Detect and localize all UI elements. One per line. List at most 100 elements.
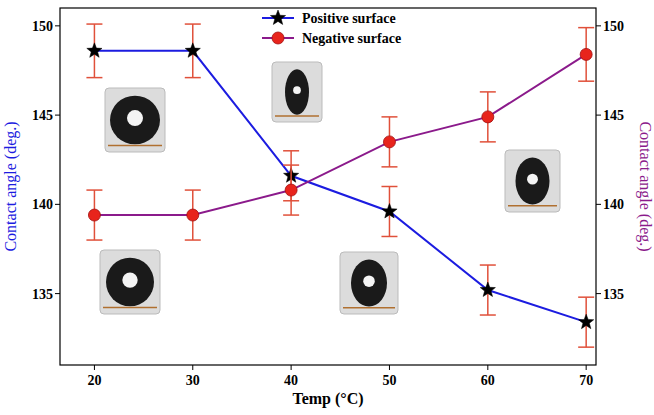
droplet-inset bbox=[105, 88, 165, 152]
droplet-inset bbox=[505, 150, 560, 212]
data-point bbox=[482, 111, 494, 123]
error-bar bbox=[578, 28, 594, 82]
error-cap bbox=[381, 116, 397, 118]
inset-bg bbox=[272, 62, 322, 122]
error-cap bbox=[480, 91, 496, 93]
inset-bg bbox=[105, 88, 165, 152]
error-bar bbox=[185, 24, 201, 78]
error-cap bbox=[86, 77, 102, 79]
error-cap bbox=[185, 77, 201, 79]
error-cap bbox=[480, 314, 496, 316]
y2-tick bbox=[596, 204, 601, 205]
x-tick bbox=[291, 365, 292, 370]
x-tick bbox=[586, 365, 587, 370]
x-tick-label: 70 bbox=[579, 373, 593, 388]
droplet-inset bbox=[100, 250, 160, 314]
inset-drop bbox=[351, 259, 387, 306]
x-tick-label: 30 bbox=[186, 373, 200, 388]
y-tick bbox=[55, 204, 60, 205]
data-point bbox=[579, 314, 594, 328]
legend: Positive surfaceNegative surface bbox=[262, 10, 401, 46]
legend-label: Negative surface bbox=[302, 31, 401, 46]
error-cap bbox=[381, 166, 397, 168]
x-tick bbox=[192, 365, 193, 370]
x-tick-label: 40 bbox=[284, 373, 298, 388]
x-tick bbox=[487, 365, 488, 370]
data-point bbox=[87, 43, 102, 57]
inset-highlight bbox=[127, 110, 143, 126]
inset-drop bbox=[516, 157, 550, 204]
legend-marker bbox=[270, 10, 285, 24]
x-tick-label: 60 bbox=[481, 373, 495, 388]
error-bar bbox=[480, 265, 496, 315]
error-cap bbox=[185, 189, 201, 191]
y2-tick-label: 140 bbox=[603, 197, 624, 212]
data-point bbox=[187, 209, 199, 221]
inset-base bbox=[508, 205, 557, 207]
y-tick-label: 145 bbox=[32, 108, 53, 123]
inset-drop bbox=[110, 96, 160, 145]
error-cap bbox=[283, 164, 299, 166]
error-cap bbox=[381, 236, 397, 238]
error-bar bbox=[381, 117, 397, 167]
error-cap bbox=[578, 27, 594, 29]
y2-tick bbox=[596, 115, 601, 116]
inset-highlight bbox=[527, 174, 538, 185]
x-tick-label: 50 bbox=[382, 373, 396, 388]
y2-tick bbox=[596, 293, 601, 294]
error-bar bbox=[86, 24, 102, 78]
y2-tick-label: 135 bbox=[603, 287, 624, 302]
inset-highlight bbox=[293, 86, 301, 94]
legend-marker bbox=[272, 32, 284, 44]
plot-frame bbox=[60, 8, 596, 365]
x-tick bbox=[389, 365, 390, 370]
error-cap bbox=[480, 141, 496, 143]
data-point bbox=[285, 184, 297, 196]
error-cap bbox=[578, 296, 594, 298]
y-tick bbox=[55, 115, 60, 116]
y2-axis-title: Contact angle (deg.) bbox=[636, 121, 654, 251]
x-tick bbox=[94, 365, 95, 370]
y2-tick-label: 150 bbox=[603, 19, 624, 34]
error-cap bbox=[283, 150, 299, 152]
y2-tick bbox=[596, 25, 601, 26]
error-bar bbox=[185, 190, 201, 240]
error-bar bbox=[480, 92, 496, 142]
inset-drop bbox=[285, 69, 309, 115]
data-point bbox=[383, 136, 395, 148]
data-point bbox=[185, 43, 200, 57]
inset-drop bbox=[106, 258, 154, 307]
inset-highlight bbox=[122, 272, 137, 287]
error-cap bbox=[86, 23, 102, 25]
inset-bg bbox=[340, 252, 398, 314]
droplet-inset bbox=[272, 62, 322, 122]
y-tick-label: 140 bbox=[32, 197, 53, 212]
error-cap bbox=[185, 23, 201, 25]
x-axis-title: Temp (°C) bbox=[292, 390, 363, 408]
droplet-inset bbox=[340, 252, 398, 314]
x-tick-label: 20 bbox=[87, 373, 101, 388]
error-cap bbox=[578, 346, 594, 348]
inset-bg bbox=[505, 150, 560, 212]
inset-base bbox=[343, 307, 395, 309]
error-cap bbox=[480, 264, 496, 266]
error-bar bbox=[283, 165, 299, 215]
inset-highlight bbox=[363, 275, 375, 287]
error-cap bbox=[381, 186, 397, 188]
error-cap bbox=[185, 239, 201, 241]
y2-tick-label: 145 bbox=[603, 108, 624, 123]
series-line bbox=[94, 51, 586, 322]
inset-base bbox=[103, 307, 157, 309]
y-tick-label: 150 bbox=[32, 19, 53, 34]
inset-base bbox=[108, 145, 162, 147]
inset-base bbox=[275, 115, 319, 117]
series-line bbox=[94, 54, 586, 215]
data-point bbox=[382, 203, 397, 217]
error-cap bbox=[283, 214, 299, 216]
error-cap bbox=[86, 239, 102, 241]
plot-area bbox=[86, 24, 594, 347]
data-point bbox=[480, 282, 495, 296]
y-tick bbox=[55, 25, 60, 26]
data-point bbox=[580, 48, 592, 60]
error-bar bbox=[86, 190, 102, 240]
